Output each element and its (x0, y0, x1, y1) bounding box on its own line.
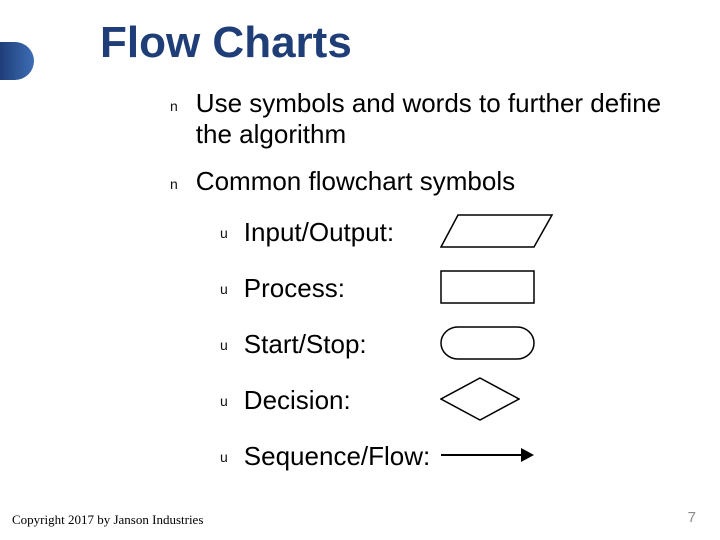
slide-title: Flow Charts (100, 18, 352, 68)
bullet-mark: n (170, 176, 178, 192)
rounded-rect-icon (440, 326, 535, 360)
copyright-text: Copyright 2017 by Janson Industries (12, 512, 203, 528)
bullet-level1: n Use symbols and words to further defin… (170, 88, 690, 150)
sub-bullet-mark: u (220, 225, 228, 241)
sub-bullet-mark: u (220, 281, 228, 297)
sub-bullet-mark: u (220, 449, 228, 465)
sub-bullet-mark: u (220, 393, 228, 409)
slide-body: n Use symbols and words to further defin… (170, 88, 690, 496)
page-number: 7 (688, 509, 696, 526)
bullet-text: Common flowchart symbols (196, 166, 515, 197)
sub-bullet-text: Process: (244, 273, 345, 304)
bullet-text: Use symbols and words to further define … (196, 88, 690, 150)
sub-bullet-text: Start/Stop: (244, 329, 367, 360)
sub-bullet-text: Sequence/Flow: (244, 441, 430, 472)
parallelogram-icon (440, 214, 553, 248)
diamond-icon (440, 377, 520, 421)
rectangle-icon (440, 270, 535, 304)
slide: Flow Charts n Use symbols and words to f… (0, 0, 720, 540)
bullet-level1: n Common flowchart symbols (170, 166, 690, 197)
accent-bar (0, 42, 34, 80)
sub-bullet-mark: u (220, 337, 228, 353)
bullet-mark: n (170, 98, 178, 114)
sub-bullet-text: Decision: (244, 385, 351, 416)
sub-bullet-text: Input/Output: (244, 217, 394, 248)
arrow-icon (440, 445, 535, 465)
